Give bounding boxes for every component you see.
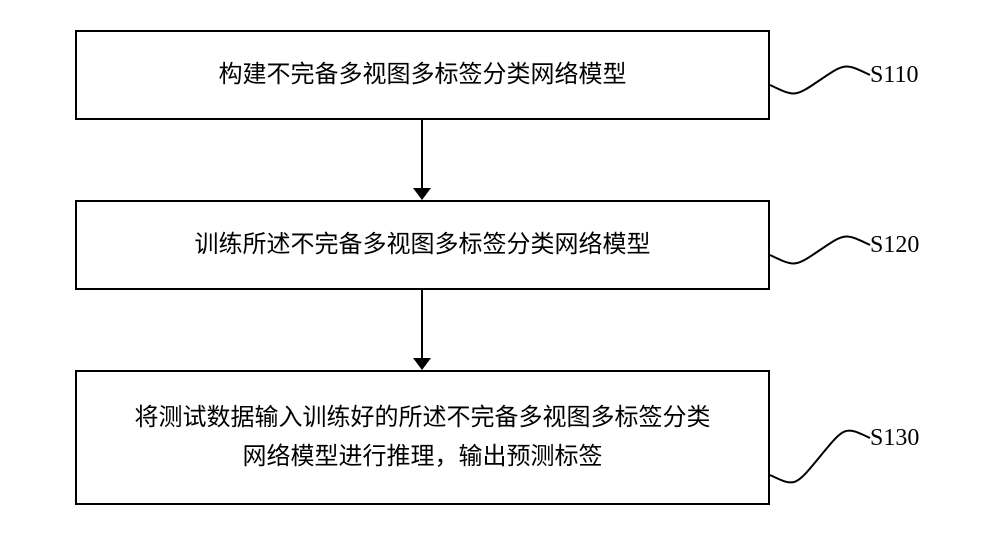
flowchart-canvas: 构建不完备多视图多标签分类网络模型训练所述不完备多视图多标签分类网络模型将测试数… — [0, 0, 1000, 554]
label-connector-3 — [0, 0, 1000, 554]
